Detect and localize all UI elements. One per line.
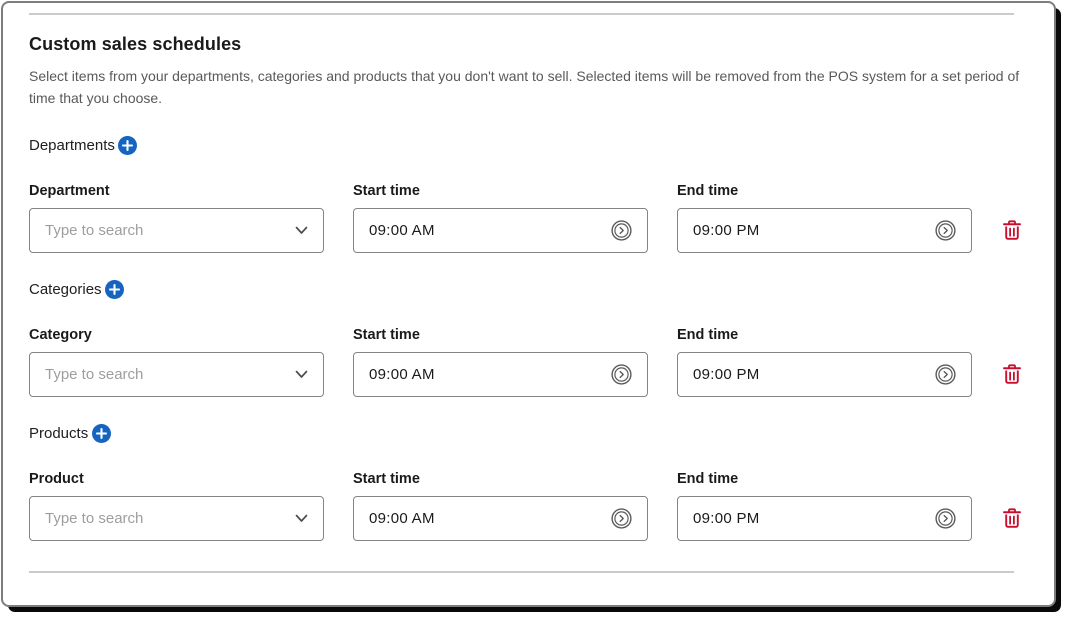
start-time-field: Start time 09:00 AM xyxy=(353,471,648,542)
start-time-field: Start time 09:00 AM xyxy=(353,183,648,254)
section-departments: Departments Department Type to search St… xyxy=(29,135,1028,254)
departments-section-header: Departments xyxy=(29,135,1028,155)
category-select-placeholder: Type to search xyxy=(45,366,144,384)
clock-icon xyxy=(611,220,632,241)
end-time-label: End time xyxy=(677,327,739,344)
start-time-label: Start time xyxy=(353,327,420,344)
add-category-schedule-button[interactable] xyxy=(105,279,125,299)
clock-icon xyxy=(935,508,956,529)
end-time-value: 09:00 PM xyxy=(693,222,760,240)
page-title: Custom sales schedules xyxy=(29,34,242,54)
plus-circle-icon xyxy=(105,279,125,299)
delete-category-row-button[interactable] xyxy=(1001,363,1023,385)
trash-icon xyxy=(1003,364,1021,385)
start-time-value: 09:00 AM xyxy=(369,366,435,384)
end-time-value: 09:00 PM xyxy=(693,510,760,528)
product-start-time-input[interactable]: 09:00 AM xyxy=(353,496,648,542)
end-time-value: 09:00 PM xyxy=(693,366,760,384)
department-field-label: Department xyxy=(29,183,110,200)
top-divider xyxy=(29,13,1014,15)
categories-schedule-row: Category Type to search Start time 09:00… xyxy=(29,327,1028,398)
products-section-header: Products xyxy=(29,423,1028,443)
end-time-label: End time xyxy=(677,183,739,200)
trash-icon xyxy=(1003,220,1021,241)
product-end-time-input[interactable]: 09:00 PM xyxy=(677,496,972,542)
department-select-placeholder: Type to search xyxy=(45,222,144,240)
category-end-time-input[interactable]: 09:00 PM xyxy=(677,352,972,398)
products-section-title: Products xyxy=(29,424,89,442)
departments-section-title: Departments xyxy=(29,136,115,154)
add-product-schedule-button[interactable] xyxy=(91,423,111,443)
bottom-divider xyxy=(29,571,1014,574)
plus-circle-icon xyxy=(91,423,111,443)
department-search-select[interactable]: Type to search xyxy=(29,208,324,254)
clock-icon xyxy=(935,220,956,241)
department-start-time-input[interactable]: 09:00 AM xyxy=(353,208,648,254)
product-field: Product Type to search xyxy=(29,471,324,542)
category-field-label: Category xyxy=(29,327,92,344)
departments-schedule-row: Department Type to search Start time 09:… xyxy=(29,183,1028,254)
plus-circle-icon xyxy=(118,135,138,155)
start-time-label: Start time xyxy=(353,183,420,200)
categories-section-header: Categories xyxy=(29,279,1028,299)
trash-icon xyxy=(1003,508,1021,529)
chevron-down-icon xyxy=(295,226,308,235)
categories-section-title: Categories xyxy=(29,280,102,298)
page-description: Select items from your departments, cate… xyxy=(29,68,1020,106)
category-start-time-input[interactable]: 09:00 AM xyxy=(353,352,648,398)
product-select-placeholder: Type to search xyxy=(45,510,144,528)
product-field-label: Product xyxy=(29,471,84,488)
custom-sales-schedules-panel: Custom sales schedules Select items from… xyxy=(1,1,1056,607)
product-search-select[interactable]: Type to search xyxy=(29,496,324,542)
section-categories: Categories Category Type to search Start… xyxy=(29,279,1028,398)
start-time-value: 09:00 AM xyxy=(369,510,435,528)
delete-department-row-button[interactable] xyxy=(1001,219,1023,241)
clock-icon xyxy=(611,508,632,529)
section-products: Products Product Type to search Start ti… xyxy=(29,423,1028,542)
clock-icon xyxy=(611,364,632,385)
clock-icon xyxy=(935,364,956,385)
products-schedule-row: Product Type to search Start time 09:00 … xyxy=(29,471,1028,542)
end-time-label: End time xyxy=(677,471,739,488)
delete-product-row-button[interactable] xyxy=(1001,507,1023,529)
add-department-schedule-button[interactable] xyxy=(118,135,138,155)
start-time-value: 09:00 AM xyxy=(369,222,435,240)
category-search-select[interactable]: Type to search xyxy=(29,352,324,398)
department-end-time-input[interactable]: 09:00 PM xyxy=(677,208,972,254)
department-field: Department Type to search xyxy=(29,183,324,254)
chevron-down-icon xyxy=(295,514,308,523)
category-field: Category Type to search xyxy=(29,327,324,398)
end-time-field: End time 09:00 PM xyxy=(677,327,972,398)
start-time-field: Start time 09:00 AM xyxy=(353,327,648,398)
start-time-label: Start time xyxy=(353,471,420,488)
chevron-down-icon xyxy=(295,370,308,379)
end-time-field: End time 09:00 PM xyxy=(677,471,972,542)
end-time-field: End time 09:00 PM xyxy=(677,183,972,254)
